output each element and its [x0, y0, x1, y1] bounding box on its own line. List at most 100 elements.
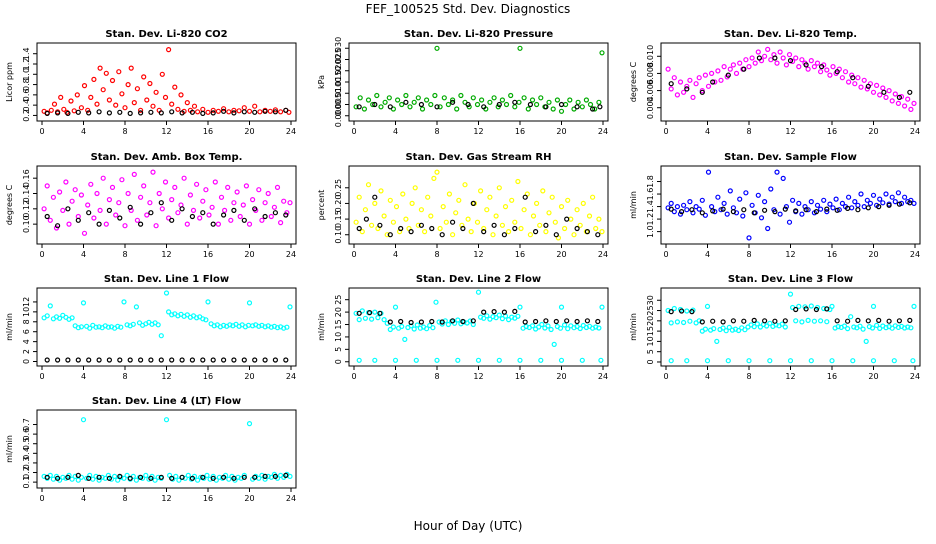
data-point [756, 55, 763, 61]
data-point [772, 55, 778, 61]
data-point [708, 70, 715, 77]
data-point [481, 104, 487, 110]
data-point [710, 208, 716, 214]
data-point [860, 326, 866, 332]
x-tick-label: 12 [161, 127, 171, 136]
data-point [85, 107, 91, 113]
data-point [668, 358, 674, 364]
data-point [834, 69, 840, 75]
data-point [849, 72, 855, 78]
data-point [723, 328, 729, 334]
data-point [711, 326, 717, 332]
data-point [231, 475, 237, 481]
x-tick-label: 16 [203, 127, 213, 136]
data-point [428, 213, 434, 219]
data-point [808, 199, 814, 205]
data-point [814, 60, 821, 66]
data-point [268, 213, 274, 220]
data-point [419, 106, 426, 112]
data-point [75, 109, 81, 115]
data-point [387, 232, 393, 238]
data-point [359, 308, 365, 314]
data-point [78, 192, 85, 198]
data-point [246, 300, 253, 306]
data-point [735, 327, 742, 334]
data-point [491, 95, 497, 101]
y-tick-label: 0 [22, 359, 31, 364]
y-tick-label: 10 [646, 336, 655, 346]
data-point [121, 299, 127, 305]
data-point [529, 97, 536, 103]
data-point [668, 200, 674, 206]
data-point [262, 473, 268, 479]
data-point [805, 317, 811, 323]
y-tick-label: 1.4 [22, 47, 31, 60]
data-point [148, 475, 154, 481]
data-point [530, 213, 537, 219]
data-point [246, 421, 253, 427]
x-tick-label: 8 [122, 372, 127, 381]
x-tick-label: 12 [161, 372, 171, 381]
data-point [372, 309, 378, 315]
series-2 [356, 194, 601, 238]
data-point [272, 107, 278, 113]
series-1 [41, 290, 293, 339]
data-point [543, 318, 549, 324]
data-point [445, 321, 451, 328]
data-point [75, 357, 81, 363]
data-point [97, 65, 103, 71]
data-point [158, 474, 164, 480]
data-point [727, 188, 733, 194]
data-point [115, 323, 121, 329]
data-point [127, 357, 133, 363]
data-point [115, 477, 121, 483]
y-tick-label: 0.006 [646, 79, 655, 102]
y-tick-label: 0.12 [22, 200, 31, 218]
data-point [189, 213, 195, 220]
data-point [201, 475, 207, 481]
data-point [138, 110, 144, 116]
data-point [577, 325, 583, 332]
y-tick-label: 0.4 [22, 99, 31, 112]
data-point [187, 192, 193, 198]
x-tick-label: 8 [122, 127, 127, 136]
data-point [221, 106, 227, 112]
data-point [212, 179, 218, 185]
y-tick-label: 4 [22, 339, 31, 344]
data-point [278, 220, 284, 226]
data-point [761, 207, 768, 213]
data-point [824, 319, 830, 325]
data-point [908, 325, 914, 331]
data-point [877, 92, 883, 98]
data-point [493, 315, 499, 321]
data-point [150, 103, 156, 109]
data-point [539, 321, 545, 328]
x-tick-label: 16 [827, 372, 837, 381]
data-point [418, 101, 424, 108]
x-tick-label: 24 [286, 250, 296, 259]
data-point [478, 188, 484, 194]
data-point [674, 319, 681, 325]
y-tick-label: 0.4 [22, 447, 31, 460]
data-point [506, 317, 512, 323]
panel-title: Stan. Dev. Line 1 Flow [104, 274, 229, 285]
data-point [910, 358, 916, 364]
data-point [741, 318, 747, 324]
data-point [496, 357, 502, 363]
data-point [684, 358, 690, 364]
data-point [844, 205, 851, 211]
data-point [133, 304, 139, 310]
data-point [574, 104, 580, 110]
data-point [94, 190, 100, 197]
data-point [502, 204, 509, 210]
data-point [665, 66, 671, 72]
data-point [117, 215, 123, 221]
data-point [252, 103, 258, 109]
data-point [106, 110, 113, 116]
y-tick-label: 1.4 [646, 200, 655, 213]
y-axis-label: kPa [317, 75, 326, 89]
data-point [155, 322, 161, 328]
data-point [356, 104, 362, 110]
data-point [704, 358, 711, 364]
